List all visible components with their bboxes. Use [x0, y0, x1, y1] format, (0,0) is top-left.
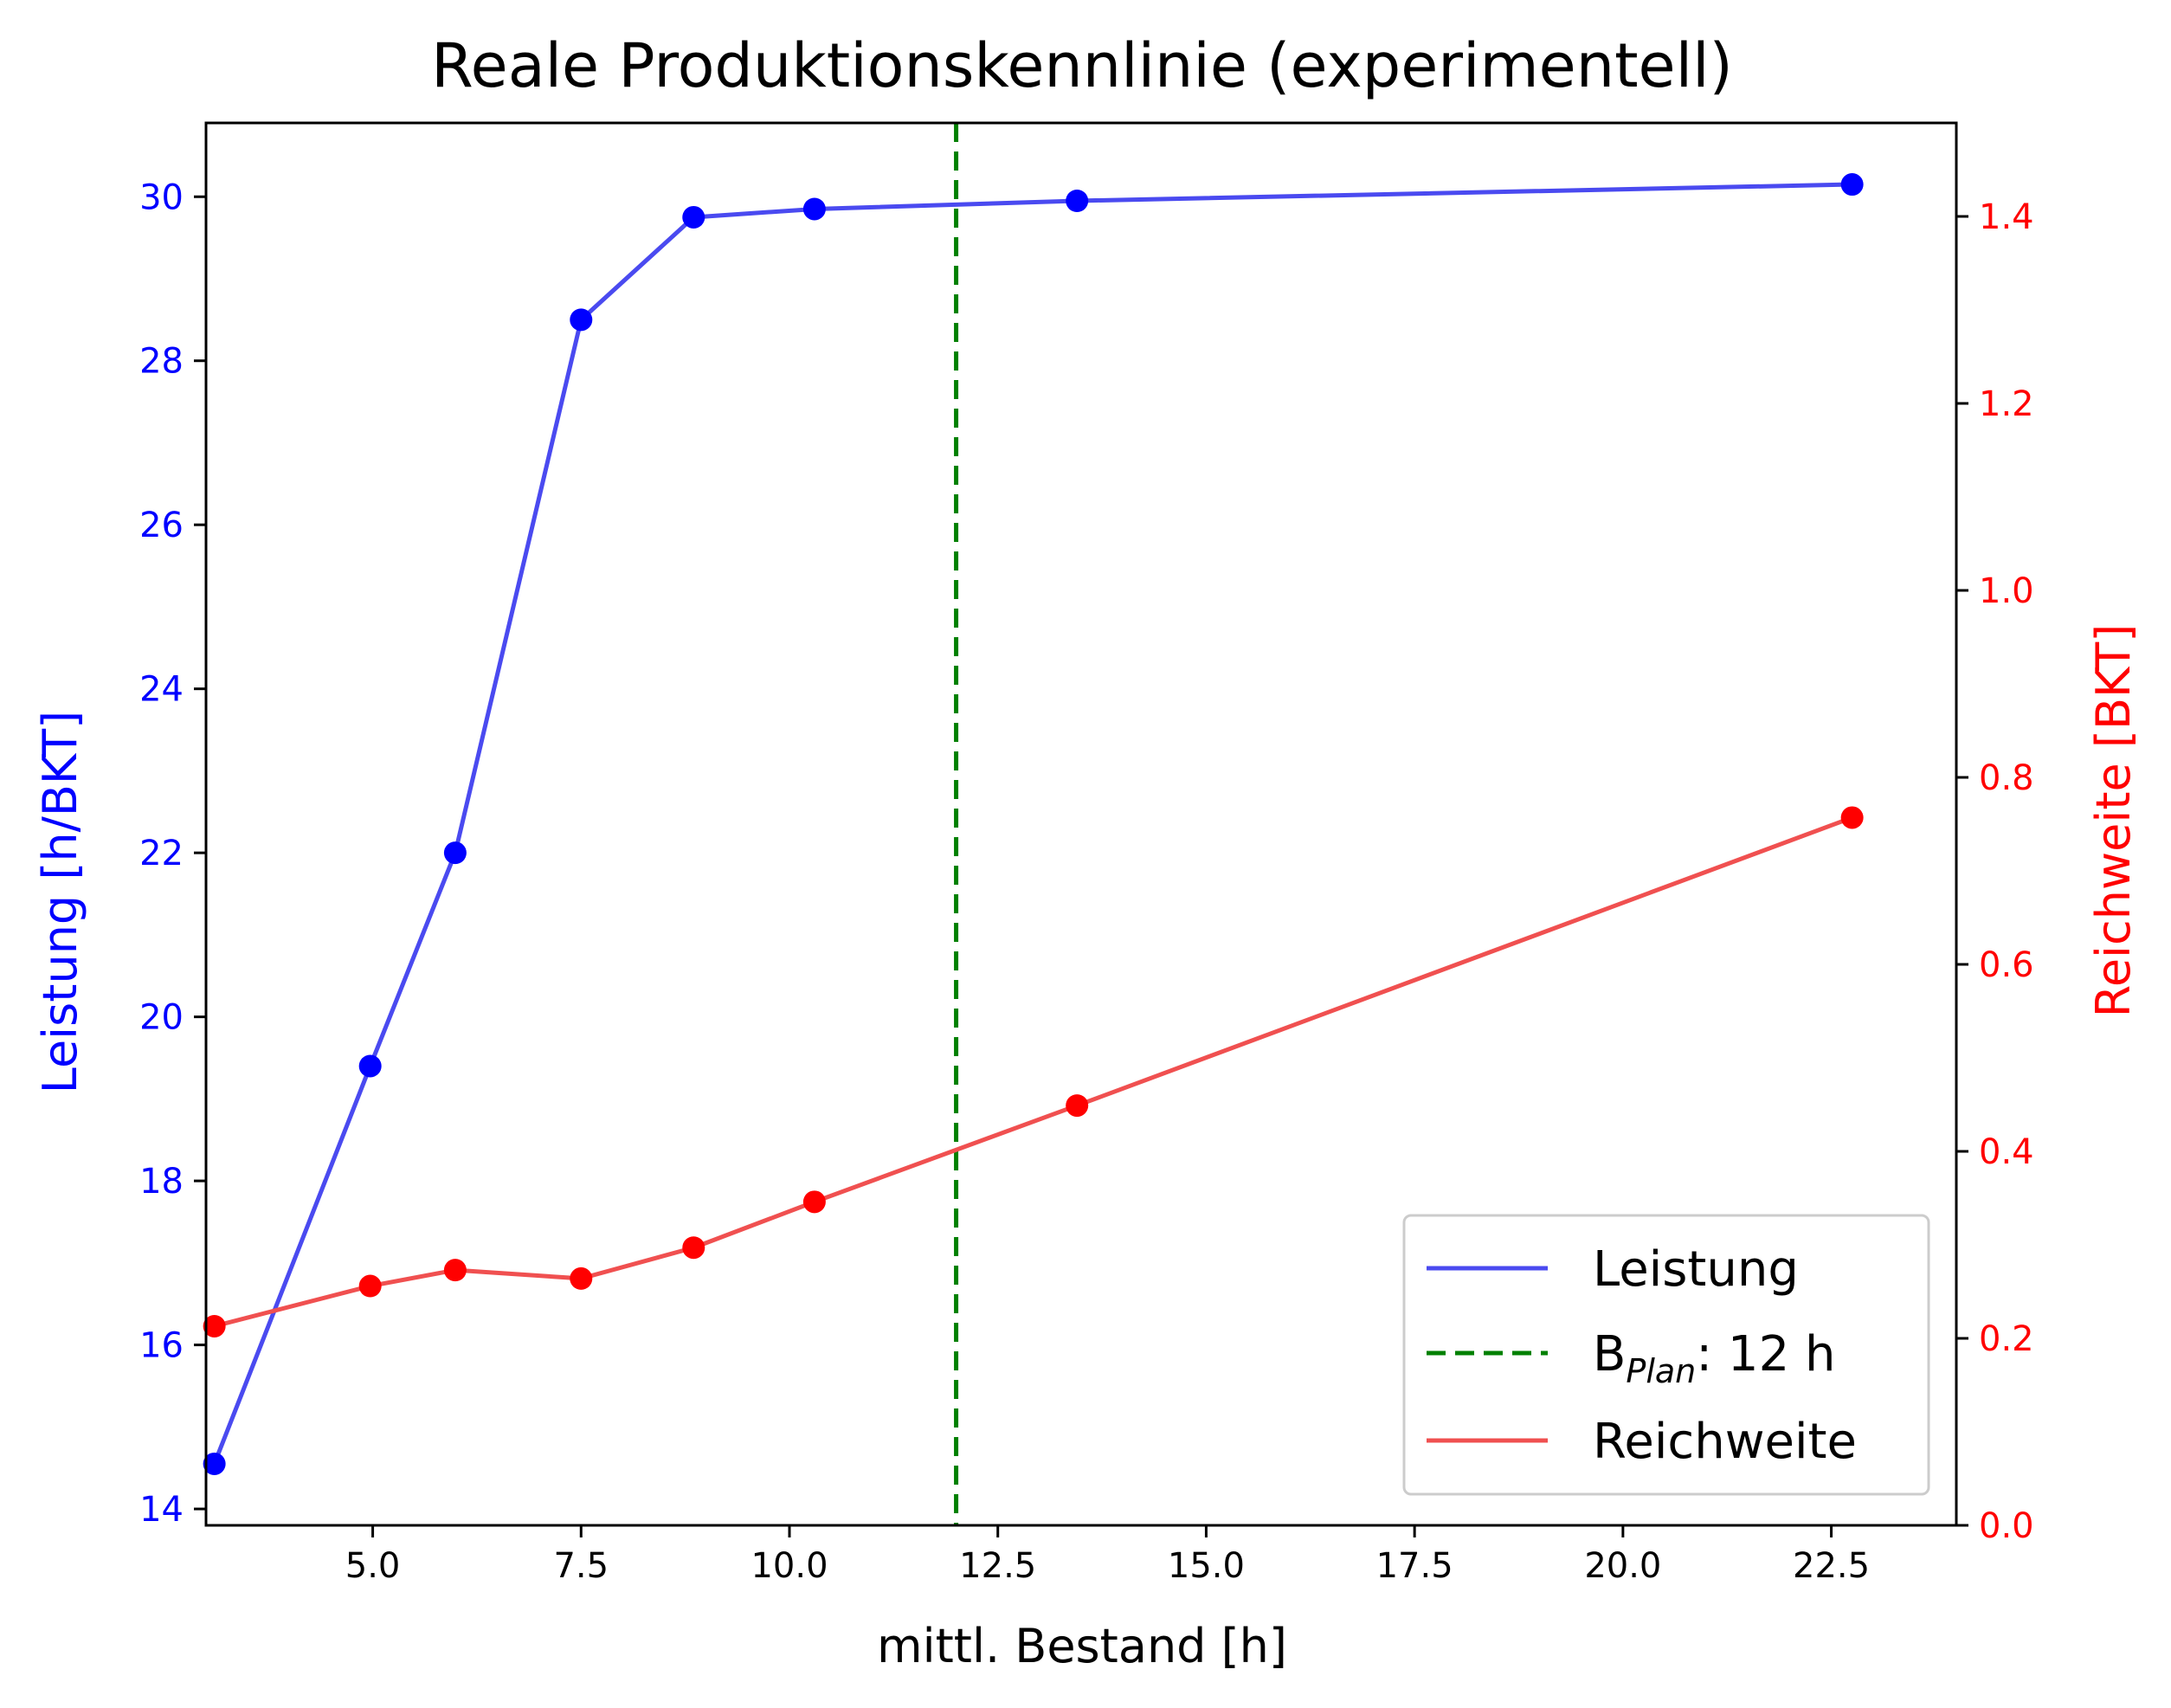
reichweite-point: [358, 1274, 382, 1298]
x-tick-label: 5.0: [345, 1546, 401, 1586]
legend-label-leistung: Leistung: [1593, 1241, 1799, 1298]
plot-frame: [204, 121, 1958, 1527]
right-y-tick-label: 0.4: [1979, 1132, 2034, 1172]
legend-planned-stock-main: B: [1593, 1326, 1626, 1383]
reichweite-line: [214, 815, 1853, 1329]
left-y-tick-label: 14: [139, 1490, 184, 1530]
chart-title: Reale Produktionskennlinie (experimentel…: [431, 30, 1733, 101]
right-y-axis-ticks: 0.0 0.2 0.4 0.6 0.8 1.0 1.2 1.4: [1956, 197, 2034, 1546]
leistung-point: [682, 205, 705, 229]
legend-planned-stock-sub: Plan: [1626, 1352, 1696, 1390]
right-y-axis-label: Reichweite [BKT]: [2086, 624, 2141, 1018]
legend-box: [1402, 1214, 1930, 1496]
left-y-axis-label: Leistung [h/BKT]: [33, 711, 87, 1093]
leistung-point: [1066, 190, 1089, 212]
left-y-tick-label: 22: [139, 834, 184, 873]
reichweite-point: [1066, 1094, 1089, 1118]
x-tick-label: 12.5: [959, 1546, 1036, 1586]
right-y-tick-label: 1.0: [1979, 571, 2034, 611]
leistung-point: [203, 1452, 226, 1475]
right-y-tick-label: 1.4: [1979, 197, 2034, 237]
leistung-point: [802, 197, 826, 221]
leistung-point: [570, 308, 593, 332]
reichweite-point: [570, 1266, 593, 1290]
x-tick-label: 22.5: [1793, 1546, 1870, 1586]
x-axis-ticks: 5.0 7.5 10.0 12.5 15.0 17.5 20.0 22.5: [345, 1525, 1870, 1586]
left-y-tick-label: 16: [139, 1326, 184, 1366]
right-y-tick-label: 0.2: [1979, 1319, 2034, 1359]
left-y-tick-label: 24: [139, 670, 184, 710]
reichweite-point: [802, 1190, 826, 1214]
right-y-tick-label: 1.2: [1979, 384, 2034, 424]
x-tick-label: 7.5: [553, 1546, 609, 1586]
right-y-tick-label: 0.6: [1979, 945, 2034, 985]
plot-area: [203, 123, 1864, 1525]
leistung-point: [443, 841, 467, 865]
x-tick-label: 20.0: [1584, 1546, 1661, 1586]
left-y-axis-ticks: 14 16 18 20 22 24 26 28 30: [139, 177, 206, 1530]
legend-label-planned-stock: BPlan: 12 h: [1593, 1326, 1835, 1390]
reichweite-point: [203, 1314, 226, 1337]
x-tick-label: 10.0: [751, 1546, 828, 1586]
left-y-tick-label: 26: [139, 506, 184, 545]
reichweite-point: [1840, 806, 1864, 829]
legend-label-reichweite: Reichweite: [1593, 1414, 1857, 1470]
right-y-tick-label: 0.8: [1979, 758, 2034, 798]
right-y-tick-label: 0.0: [1979, 1506, 2034, 1546]
legend-planned-stock-rest: : 12 h: [1696, 1326, 1835, 1383]
reichweite-point: [443, 1259, 467, 1282]
reichweite-point: [682, 1236, 705, 1260]
legend: Leistung BPlan: 12 h Reichweite: [1402, 1214, 1930, 1496]
leistung-point: [1840, 173, 1864, 197]
left-y-tick-label: 20: [139, 998, 184, 1038]
series-group: [203, 173, 1864, 1475]
left-y-tick-label: 28: [139, 342, 184, 382]
left-y-tick-label: 30: [139, 177, 184, 217]
left-y-tick-label: 18: [139, 1162, 184, 1202]
x-tick-label: 17.5: [1376, 1546, 1453, 1586]
leistung-line: [212, 182, 1852, 1465]
leistung-point: [358, 1054, 382, 1078]
x-tick-label: 15.0: [1168, 1546, 1245, 1586]
x-axis-label: mittl. Bestand [h]: [877, 1619, 1287, 1673]
